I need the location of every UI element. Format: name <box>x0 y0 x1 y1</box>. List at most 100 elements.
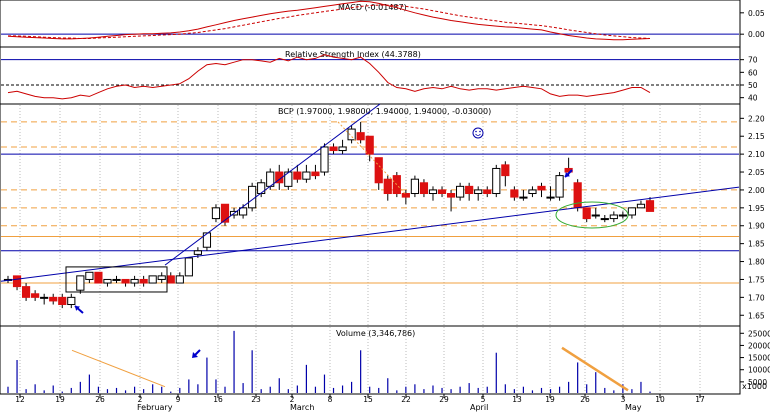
x-tick-label: 26 <box>580 395 590 404</box>
candle-up <box>410 178 420 195</box>
candle-up <box>302 171 311 180</box>
candle-up <box>618 214 627 217</box>
candle-up <box>284 171 293 187</box>
price-ytick-label: 1.90 <box>748 222 765 231</box>
volume-title: Volume (3,346,786) <box>336 329 415 338</box>
candle-down <box>311 171 320 177</box>
candle-down <box>94 271 103 284</box>
x-tick-label: 19 <box>55 395 65 404</box>
macd-ytick-label: 0.05 <box>748 9 765 18</box>
candle-down <box>465 185 474 195</box>
volume-trend-right <box>561 346 629 392</box>
x-tick-label: 9 <box>176 395 181 404</box>
x-tick-label: 5 <box>481 395 486 404</box>
price-ytick-label: 1.65 <box>748 311 765 320</box>
steep-trend-line <box>164 103 381 266</box>
candle-up <box>238 207 248 216</box>
x-tick-label: 15 <box>363 395 373 404</box>
candle-up <box>157 275 166 280</box>
smiley-eye <box>479 130 481 133</box>
volume-trend-left <box>71 349 166 388</box>
x-tick-label: 10 <box>655 395 665 404</box>
x-tick-label: 2 <box>138 395 143 404</box>
candle-up <box>67 296 76 306</box>
candle-down <box>401 193 410 198</box>
candle-down <box>501 164 510 177</box>
candle-down <box>220 203 230 223</box>
month-label-february: February <box>137 403 173 412</box>
x-tick-label: 16 <box>213 395 223 404</box>
candle-up <box>211 207 221 220</box>
candle-up <box>76 275 85 291</box>
rsi-title: Relative Strength Index (44.3788) <box>285 50 421 59</box>
candle-up <box>474 189 483 195</box>
candle-up <box>456 185 465 198</box>
candle-down <box>374 157 383 184</box>
candle-down <box>437 189 447 195</box>
price-ytick-label: 2.20 <box>748 114 765 123</box>
candle-down <box>365 135 374 155</box>
vol-ytick-label: 20000 <box>748 341 770 350</box>
candle-down <box>537 185 546 191</box>
rsi-ytick-label: 60 <box>748 68 758 77</box>
candle-up <box>546 196 555 199</box>
candle-down <box>166 275 175 284</box>
month-label-april: April <box>470 403 488 412</box>
x-tick-label: 17 <box>695 395 705 404</box>
candle-up <box>184 257 193 277</box>
candle-up <box>492 167 501 195</box>
x-tick-label: 8 <box>328 395 333 404</box>
candle-down <box>383 178 392 195</box>
candle-up <box>320 146 329 173</box>
candle-down <box>356 132 365 141</box>
x-tick-label: 23 <box>251 395 261 404</box>
x-tick-label: 19 <box>545 395 555 404</box>
price-title: BCP (1.97000, 1.98000, 1.94000, 1.94000,… <box>278 107 491 116</box>
candle-up <box>591 214 600 217</box>
price-ytick-label: 2.10 <box>748 150 765 159</box>
month-label-march: March <box>290 403 314 412</box>
base-ellipse <box>555 201 629 229</box>
candle-up <box>636 203 646 209</box>
candle-down <box>49 296 58 302</box>
price-ytick-label: 1.70 <box>748 293 765 302</box>
candle-up <box>202 232 212 248</box>
candle-down <box>329 146 338 152</box>
price-arrow-right-icon-head <box>565 172 570 177</box>
price-ytick-label: 1.85 <box>748 240 765 249</box>
vol-ytick-label: 25000 <box>748 329 770 338</box>
price-ytick-label: 2.00 <box>748 186 765 195</box>
candle-down <box>483 189 492 195</box>
candle-up <box>627 207 637 216</box>
price-ytick-label: 2.05 <box>748 168 765 177</box>
rsi-ytick-label: 50 <box>748 81 758 90</box>
macd-ytick-label: 0.00 <box>748 30 765 39</box>
candle-down <box>293 171 302 180</box>
candle-down <box>58 296 67 306</box>
macd-series-signal <box>8 4 651 39</box>
candle-up <box>600 218 609 221</box>
macd-series-macd <box>7 0 651 41</box>
candle-down <box>573 182 582 209</box>
x-tick-label: 3 <box>621 395 626 404</box>
rsi-ytick-label: 70 <box>748 56 758 65</box>
candle-down <box>582 207 591 220</box>
candle-up <box>555 175 564 198</box>
candle-down <box>12 275 22 288</box>
retracement-line <box>337 121 406 194</box>
macd-title: MACD (-0.01487) <box>338 3 407 12</box>
vol-ytick-label: 15000 <box>748 354 770 363</box>
candle-up <box>338 146 347 152</box>
price-ytick-label: 1.95 <box>748 204 765 213</box>
candle-up <box>519 196 528 199</box>
price-arrow-left-icon-head <box>75 306 80 311</box>
x-tick-label: 2 <box>290 395 295 404</box>
candle-up <box>193 250 202 255</box>
x-tick-label: 22 <box>401 395 411 404</box>
candle-down <box>419 182 429 195</box>
candle-down <box>121 278 130 284</box>
volume-scale-label: x1000 <box>742 382 767 391</box>
candle-up <box>528 189 537 195</box>
candle-up <box>85 271 94 280</box>
